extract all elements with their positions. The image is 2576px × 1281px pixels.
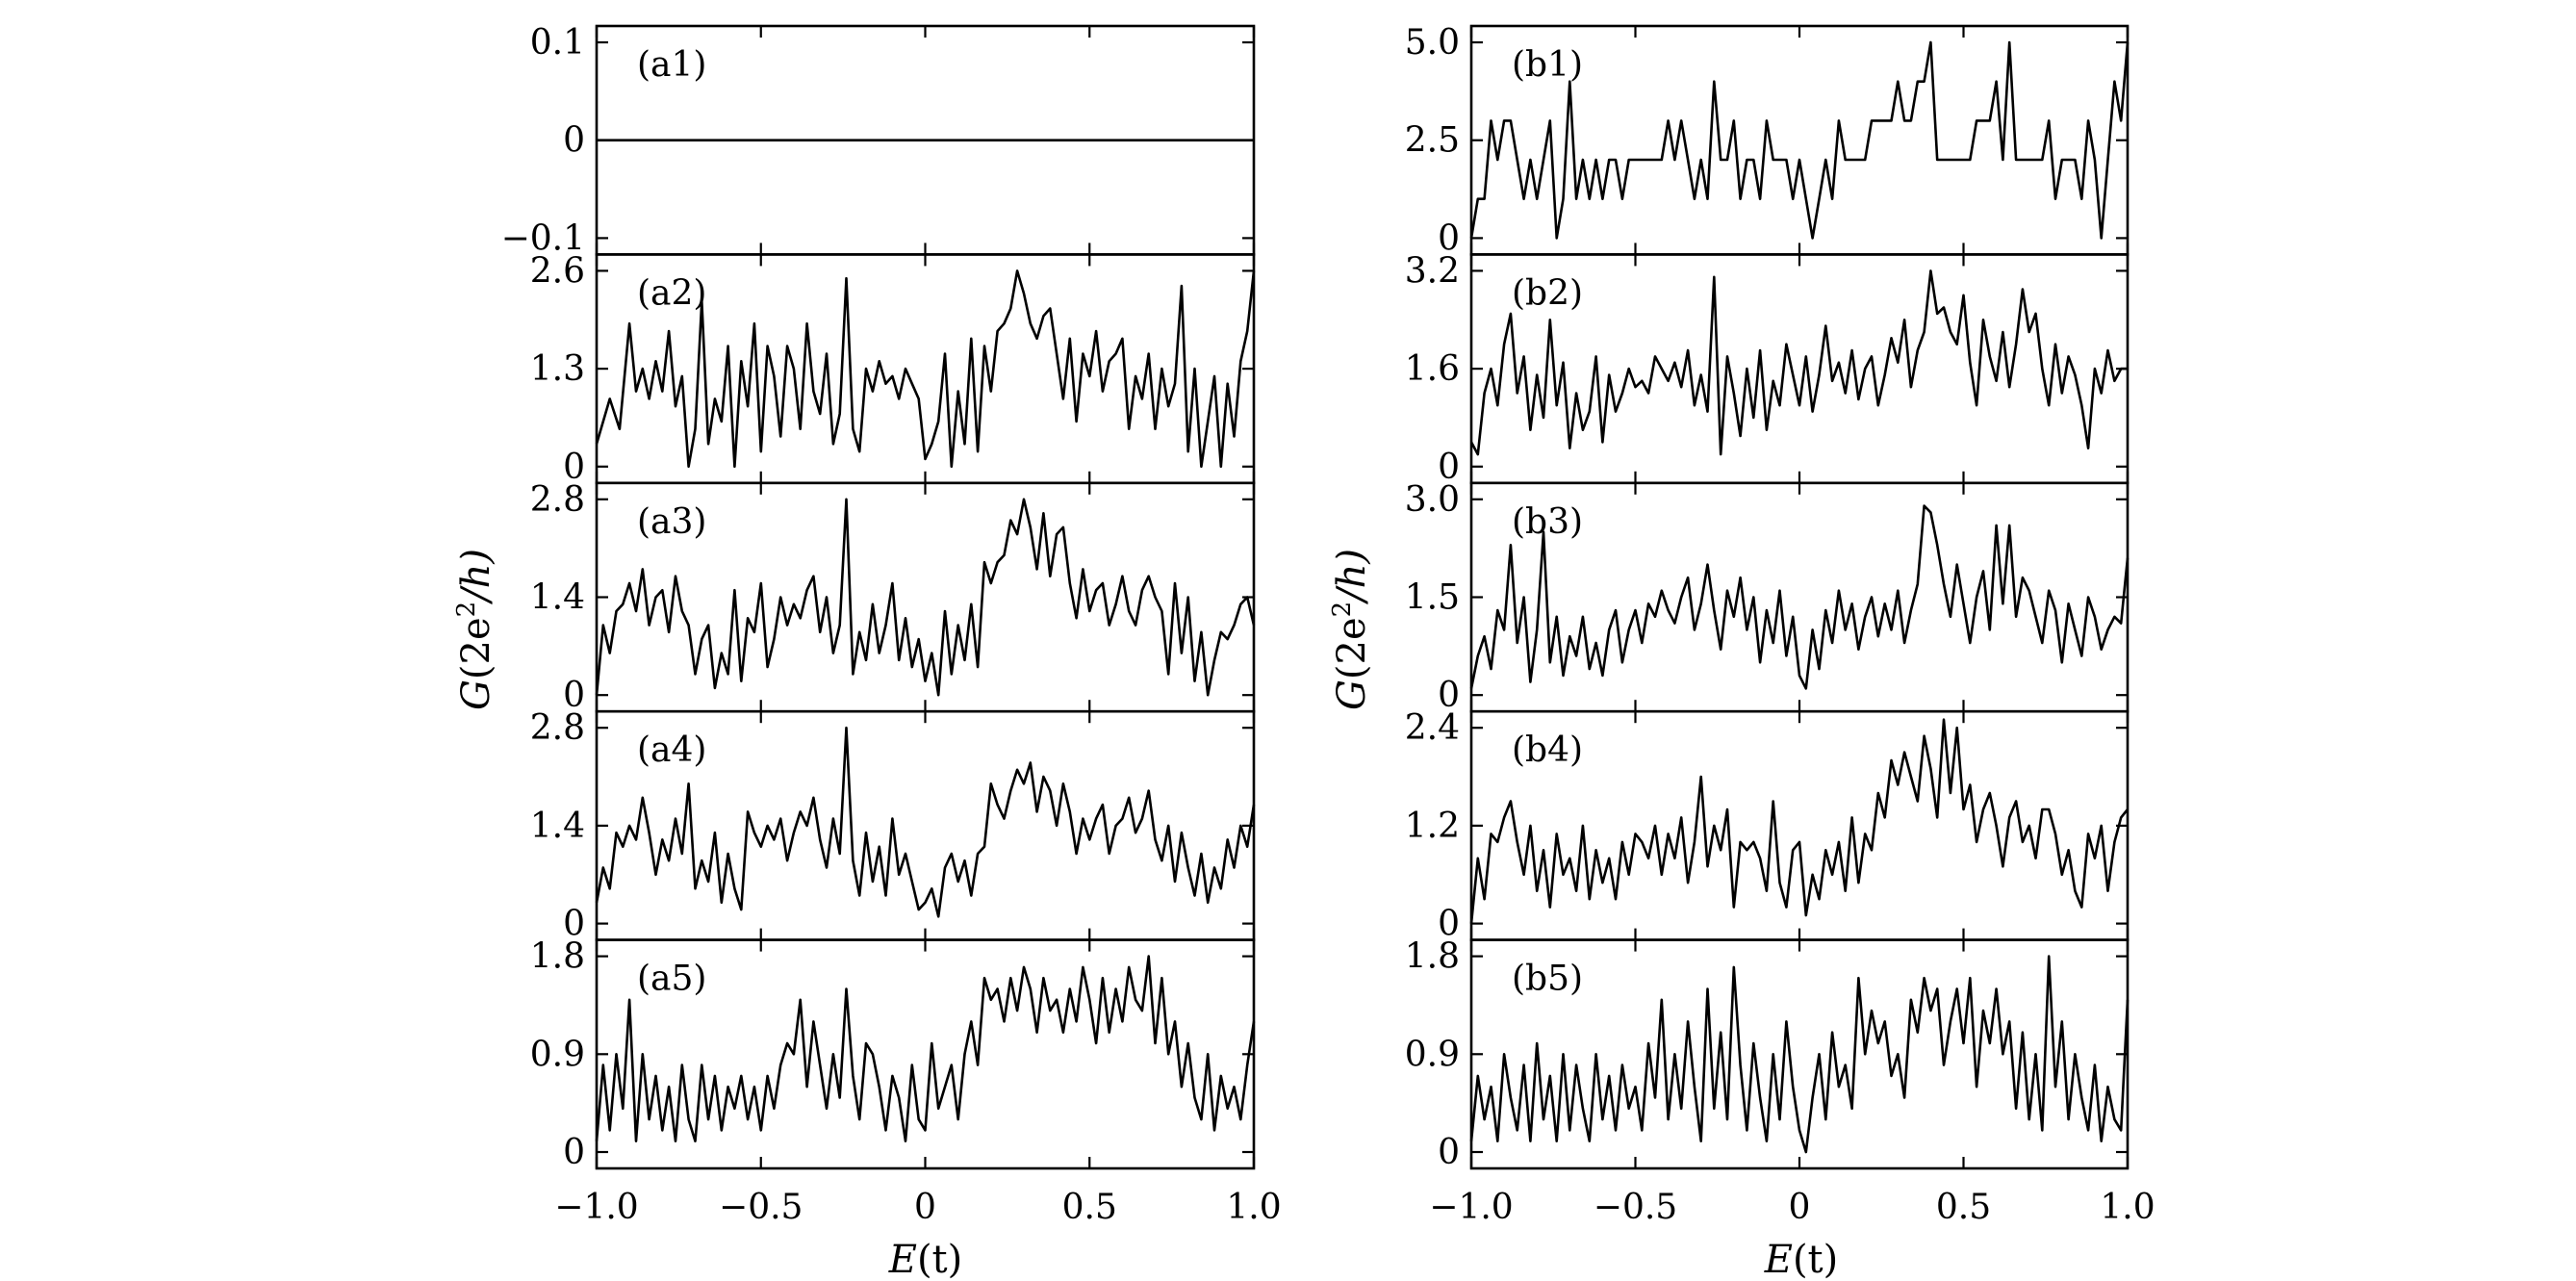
column-a: −0.1 0 0.1 (a1) 0 1.3 2.6 (a2) 0 1.4 2.8 (a3) 0 1.4 2.… bbox=[501, 23, 1282, 1227]
panel-a1: −0.1 0 0.1 (a1) bbox=[501, 23, 1256, 258]
y-axis-label-left: G(2e2/h) bbox=[452, 549, 498, 710]
y-axis-label-right: G(2e2/h) bbox=[1328, 549, 1374, 710]
panel-label: (a1) bbox=[637, 45, 706, 85]
y-tick-label: 0 bbox=[1438, 1133, 1460, 1172]
y-tick-label: 2.5 bbox=[1405, 121, 1460, 161]
x-tick-label: 1.0 bbox=[2100, 1188, 2155, 1227]
y-tick-label: 0 bbox=[1438, 218, 1460, 258]
panel-b4: 0 1.2 2.4 (b4) bbox=[1405, 708, 2130, 944]
y-tick-label: 1.4 bbox=[530, 807, 585, 846]
y-tick-label: 2.4 bbox=[1405, 708, 1460, 748]
y-tick-label: 0 bbox=[563, 121, 585, 161]
panel-label: (b4) bbox=[1512, 730, 1583, 770]
x-tick-label: −1.0 bbox=[554, 1188, 638, 1227]
x-tick-label: −0.5 bbox=[719, 1188, 803, 1227]
series-line-a5 bbox=[595, 955, 1256, 1142]
y-tick-label: 5.0 bbox=[1405, 23, 1460, 63]
y-tick-label: 1.3 bbox=[530, 349, 585, 389]
x-tick-label: −1.0 bbox=[1429, 1188, 1513, 1227]
panel-label: (b2) bbox=[1512, 273, 1583, 313]
panel-a5: 0 0.9 1.8 (a5) −1.0 −0.5 0 0.5 1.0 bbox=[530, 937, 1282, 1227]
panels-layer: −0.1 0 0.1 (a1) 0 1.3 2.6 (a2) 0 1.4 2.8 (a3) 0 1.4 2.… bbox=[501, 23, 2155, 1227]
y-tick-label: 1.2 bbox=[1405, 807, 1460, 846]
y-tick-label: 2.6 bbox=[530, 251, 585, 291]
series-line-b5 bbox=[1469, 955, 2130, 1154]
y-tick-label: 1.6 bbox=[1405, 349, 1460, 389]
x-tick-label: 0 bbox=[914, 1188, 936, 1227]
panel-label: (b1) bbox=[1512, 45, 1583, 85]
panel-label: (a2) bbox=[637, 273, 706, 313]
x-tick-label: 0 bbox=[1789, 1188, 1811, 1227]
y-tick-label: 0 bbox=[563, 1133, 585, 1172]
panel-label: (a5) bbox=[637, 960, 706, 999]
x-tick-label: 1.0 bbox=[1226, 1188, 1281, 1227]
y-tick-label: 0 bbox=[1438, 448, 1460, 487]
series-line-b1 bbox=[1469, 40, 2130, 240]
y-tick-label: 0 bbox=[563, 448, 585, 487]
panel-b2: 0 1.6 3.2 (b2) bbox=[1405, 251, 2130, 487]
x-axis-labels: E(t) E(t) bbox=[888, 1238, 1839, 1281]
panel-b5: 0 0.9 1.8 (b5) −1.0 −0.5 0 0.5 1.0 bbox=[1405, 937, 2155, 1227]
y-tick-label: 1.5 bbox=[1405, 578, 1460, 618]
panel-a2: 0 1.3 2.6 (a2) bbox=[530, 251, 1256, 487]
y-tick-label: 0 bbox=[1438, 676, 1460, 715]
y-tick-label: 0 bbox=[563, 676, 585, 715]
panel-label: (a3) bbox=[637, 502, 706, 542]
y-tick-label: −0.1 bbox=[501, 218, 585, 258]
series-line-b3 bbox=[1469, 504, 2130, 690]
x-axis-label-left: E(t) bbox=[888, 1238, 963, 1281]
series-line-b2 bbox=[1469, 269, 2128, 456]
y-tick-label: 0 bbox=[563, 905, 585, 944]
y-tick-label: 0.9 bbox=[1405, 1035, 1460, 1074]
x-tick-label: −0.5 bbox=[1594, 1188, 1677, 1227]
y-tick-label: 3.2 bbox=[1405, 251, 1460, 291]
panel-b1: 0 2.5 5.0 (b1) bbox=[1405, 23, 2130, 258]
y-axis-labels: G(2e2/h) G(2e2/h) bbox=[452, 549, 1374, 710]
x-axis-label-right: E(t) bbox=[1764, 1238, 1839, 1281]
x-tick-label: 0.5 bbox=[1936, 1188, 1991, 1227]
y-tick-label: 2.8 bbox=[530, 480, 585, 520]
y-tick-label: 1.8 bbox=[1405, 937, 1460, 977]
series-line-a2 bbox=[595, 269, 1256, 469]
x-tick-label: 0.5 bbox=[1062, 1188, 1117, 1227]
y-tick-label: 1.4 bbox=[530, 578, 585, 618]
y-tick-label: 0 bbox=[1438, 905, 1460, 944]
y-tick-label: 0.9 bbox=[530, 1035, 585, 1074]
panel-a4: 0 1.4 2.8 (a4) bbox=[530, 708, 1256, 944]
y-tick-label: 3.0 bbox=[1405, 480, 1460, 520]
y-tick-label: 0.1 bbox=[530, 23, 585, 63]
y-tick-label: 2.8 bbox=[530, 708, 585, 748]
panel-b3: 0 1.5 3.0 (b3) bbox=[1405, 480, 2130, 715]
panel-label: (b5) bbox=[1512, 960, 1583, 999]
series-line-a3 bbox=[595, 498, 1256, 697]
series-line-b4 bbox=[1469, 718, 2130, 924]
panel-label: (b3) bbox=[1512, 502, 1583, 542]
column-b: 0 2.5 5.0 (b1) 0 1.6 3.2 (b2) 0 1.5 3.0 (b3) 0 1.2 2.4… bbox=[1405, 23, 2155, 1227]
series-line-a4 bbox=[595, 726, 1256, 918]
panel-label: (a4) bbox=[637, 730, 706, 770]
y-tick-label: 1.8 bbox=[530, 937, 585, 977]
panel-a3: 0 1.4 2.8 (a3) bbox=[530, 480, 1256, 715]
